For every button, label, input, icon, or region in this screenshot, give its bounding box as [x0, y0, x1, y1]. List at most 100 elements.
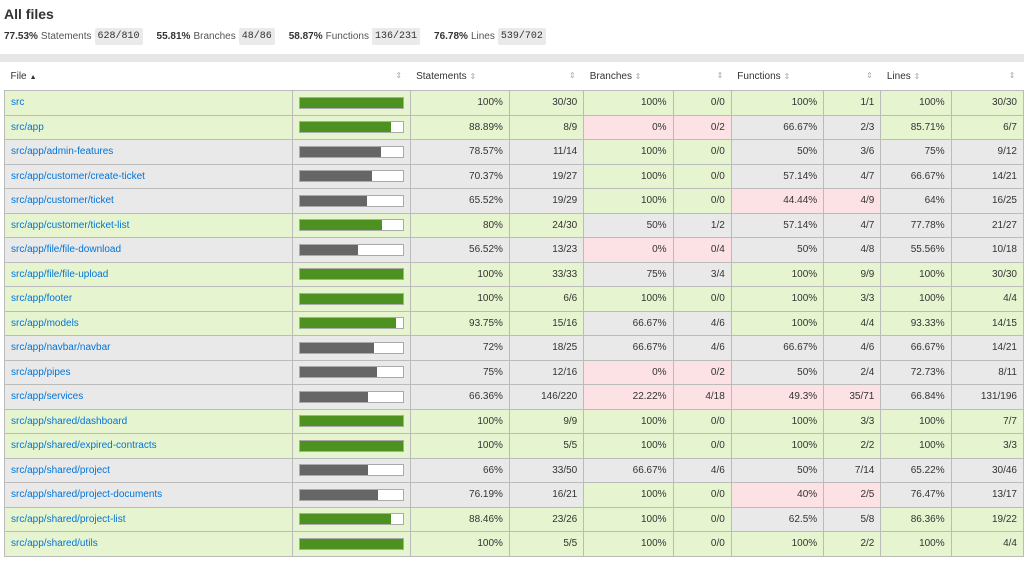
- file-cell: src/app/shared/dashboard: [3, 408, 294, 434]
- file-link[interactable]: src/app/pipes: [11, 366, 71, 378]
- coverage-bar-fill: [300, 538, 403, 549]
- column-header-statements-raw[interactable]: ⇕: [509, 62, 584, 91]
- file-link[interactable]: src/app/customer/ticket-list: [11, 219, 130, 231]
- file-link[interactable]: src: [11, 97, 25, 109]
- functions-fraction: 1/1: [823, 90, 882, 116]
- functions-fraction: 3/3: [823, 408, 882, 434]
- file-cell: src/app/file/file-upload: [3, 261, 294, 287]
- coverage-bar-fill: [300, 391, 369, 402]
- file-cell: src/app/customer/ticket-list: [3, 212, 294, 238]
- file-link[interactable]: src/app/shared/project-list: [11, 513, 126, 525]
- branches-fraction: 0/0: [672, 139, 732, 165]
- coverage-bar: [299, 341, 404, 354]
- summary-lines: 76.78% Lines 539/702: [434, 28, 546, 45]
- functions-fraction: 3/3: [823, 286, 882, 312]
- page-header: All files 77.53% Statements 628/810 55.8…: [0, 0, 1024, 52]
- coverage-bar-cell: [292, 286, 411, 312]
- branches-fraction: 1/2: [672, 212, 732, 238]
- file-link[interactable]: src/app/customer/create-ticket: [11, 170, 145, 182]
- file-link[interactable]: src/app/models: [11, 317, 79, 329]
- functions-pct: 49.3%: [730, 384, 825, 410]
- functions-fraction: 4/6: [823, 335, 882, 361]
- file-link[interactable]: src/app/navbar/navbar: [11, 342, 111, 354]
- branches-pct: 75%: [583, 261, 674, 287]
- file-link[interactable]: src/app: [11, 121, 44, 133]
- coverage-bar-cell: [292, 384, 411, 410]
- column-header-branches[interactable]: Branches ⇕: [583, 62, 674, 91]
- lines-pct: 100%: [880, 261, 952, 287]
- file-link[interactable]: src/app/services: [11, 391, 84, 403]
- functions-pct: 100%: [730, 310, 825, 336]
- branches-fraction: 0/0: [672, 433, 732, 459]
- functions-pct: 57.14%: [730, 163, 825, 189]
- functions-pct: 100%: [730, 408, 825, 434]
- coverage-bar-cell: [292, 212, 411, 238]
- file-link[interactable]: src/app/shared/utils: [11, 538, 98, 550]
- file-link[interactable]: src/app/customer/ticket: [11, 195, 114, 207]
- coverage-bar-fill: [300, 146, 381, 157]
- lines-pct: 72.73%: [880, 359, 952, 385]
- branches-pct: 100%: [583, 408, 674, 434]
- sort-icon: ⇕: [1008, 71, 1016, 80]
- file-link[interactable]: src/app/shared/project-documents: [11, 489, 163, 501]
- column-header-file[interactable]: File ▲: [4, 62, 293, 91]
- file-cell: src/app/pipes: [3, 359, 294, 385]
- coverage-bar-fill: [300, 514, 391, 525]
- lines-fraction: 10/18: [950, 237, 1024, 263]
- statements-pct: 93.75%: [409, 310, 510, 336]
- lines-fraction: 30/30: [950, 261, 1024, 287]
- lines-pct: 100%: [880, 286, 952, 312]
- coverage-bar: [299, 488, 404, 501]
- sort-icon: ⇕: [634, 71, 642, 81]
- statements-fraction: 33/50: [508, 457, 585, 483]
- coverage-bar: [299, 194, 404, 207]
- summary-functions: 58.87% Functions 136/231: [289, 28, 421, 45]
- coverage-bar: [299, 121, 404, 134]
- lines-pct: 76.47%: [880, 482, 952, 508]
- file-link[interactable]: src/app/shared/dashboard: [11, 415, 128, 427]
- statements-fraction: 5/5: [508, 433, 585, 459]
- file-cell: src/app/customer/ticket: [3, 188, 294, 214]
- functions-fraction: 2/2: [823, 433, 882, 459]
- branches-pct: 100%: [583, 90, 674, 116]
- file-link[interactable]: src/app/shared/expired-contracts: [11, 440, 157, 452]
- lines-pct: 55.56%: [880, 237, 952, 263]
- lines-fraction: 8/11: [950, 359, 1024, 385]
- functions-pct: 50%: [730, 457, 825, 483]
- column-header-branches-raw[interactable]: ⇕: [673, 62, 732, 91]
- statements-pct: 70.37%: [409, 163, 510, 189]
- file-link[interactable]: src/app/file/file-upload: [11, 268, 109, 280]
- file-cell: src/app/services: [3, 384, 294, 410]
- statements-pct: 76.19%: [409, 482, 510, 508]
- functions-fraction: 4/7: [823, 212, 882, 238]
- column-header-file-bar[interactable]: ⇕: [292, 62, 411, 91]
- lines-fraction: 13/17: [950, 482, 1024, 508]
- functions-pct: 40%: [730, 482, 825, 508]
- file-link[interactable]: src/app/footer: [11, 293, 73, 305]
- statements-fraction: 24/30: [508, 212, 585, 238]
- branches-pct: 66.67%: [583, 310, 674, 336]
- coverage-bar-cell: [292, 114, 411, 140]
- column-header-lines[interactable]: Lines ⇕: [880, 62, 952, 91]
- statements-pct: 75%: [409, 359, 510, 385]
- summary-fraction: 48/86: [238, 28, 275, 45]
- file-link[interactable]: src/app/shared/project: [11, 464, 110, 476]
- branches-pct: 50%: [583, 212, 674, 238]
- column-header-functions[interactable]: Functions ⇕: [731, 62, 824, 91]
- file-cell: src/app/customer/create-ticket: [3, 163, 294, 189]
- column-header-statements[interactable]: Statements ⇕: [410, 62, 510, 91]
- file-link[interactable]: src/app/file/file-download: [11, 244, 122, 256]
- file-cell: src/app/footer: [3, 286, 294, 312]
- summary-pct: 55.81%: [156, 31, 191, 42]
- coverage-bar-fill: [300, 367, 377, 378]
- column-header-functions-raw[interactable]: ⇕: [823, 62, 881, 91]
- functions-pct: 100%: [730, 531, 825, 557]
- file-link[interactable]: src/app/admin-features: [11, 146, 114, 158]
- table-row: src/app/file/file-download 56.52% 13/23 0% 0…: [3, 237, 1024, 263]
- summary-label: Branches: [193, 31, 236, 42]
- column-header-lines-raw[interactable]: ⇕: [951, 62, 1024, 91]
- statements-pct: 100%: [409, 90, 510, 116]
- table-row: src/app/footer 100% 6/6 100% 0/0 100% 3/3 100% 4…: [3, 286, 1024, 312]
- statements-fraction: 16/21: [508, 482, 585, 508]
- lines-fraction: 16/25: [950, 188, 1024, 214]
